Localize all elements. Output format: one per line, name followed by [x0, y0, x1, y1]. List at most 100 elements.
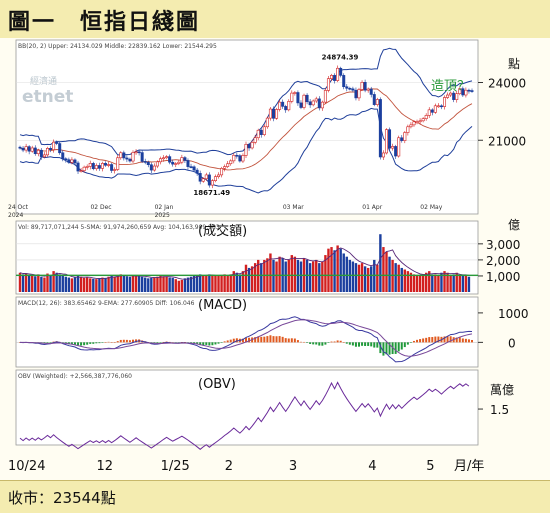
price-date-label: 01 Apr	[362, 204, 382, 211]
x-axis-tick-label: 2	[225, 459, 233, 474]
volume-bar	[52, 271, 55, 292]
candle-body	[18, 146, 22, 149]
macd-histogram-bar	[467, 339, 470, 343]
volume-bar	[67, 277, 71, 292]
volume-bar	[140, 276, 144, 292]
volume-bar	[144, 277, 147, 292]
volume-info-text: Vol: 89,717,071,244 5-SMA: 91,974,260,65…	[18, 224, 220, 231]
macd-histogram-bar	[190, 342, 193, 344]
candle-body	[235, 154, 239, 157]
volume-bar	[437, 275, 440, 292]
obv-panel-label: (OBV)	[198, 377, 236, 392]
macd-histogram-bar	[324, 342, 327, 345]
candle-body	[366, 88, 370, 91]
volume-bar	[159, 275, 162, 292]
macd-histogram-bar	[416, 339, 419, 343]
volume-bar	[37, 274, 40, 292]
volume-bar	[311, 261, 315, 292]
volume-bar	[360, 263, 364, 292]
volume-bar	[137, 275, 141, 292]
price-y-unit: 點	[508, 57, 520, 71]
macd-histogram-bar	[354, 342, 357, 347]
macd-histogram-bar	[321, 342, 324, 346]
macd-histogram-bar	[269, 335, 272, 343]
volume-bar	[354, 263, 358, 292]
macd-histogram-bar	[293, 338, 296, 343]
volume-bar	[168, 277, 171, 292]
candle-body	[360, 82, 364, 90]
candle-body	[223, 166, 227, 169]
candle-body	[253, 137, 257, 143]
candle-body	[323, 90, 327, 103]
macd-histogram-bar	[205, 342, 208, 345]
volume-bar	[382, 247, 385, 292]
candle-body	[394, 146, 398, 157]
macd-histogram-bar	[318, 342, 321, 346]
candle-body	[271, 108, 275, 119]
volume-bar	[400, 267, 403, 292]
macd-histogram-bar	[281, 336, 284, 343]
candle-body	[333, 75, 337, 81]
macd-histogram-bar	[89, 342, 92, 344]
volume-bar	[418, 275, 422, 292]
macd-histogram-bar	[333, 341, 336, 343]
macd-histogram-bar	[336, 340, 339, 343]
volume-bar	[421, 274, 425, 292]
candle-body	[314, 98, 318, 102]
candle-body	[45, 148, 49, 156]
chart-svg: BB(20, 2) Upper: 24134.029 Middle: 22839…	[8, 39, 529, 474]
candle-body	[213, 176, 217, 181]
candle-body	[262, 126, 266, 135]
price-point-label: 18671.49	[193, 189, 230, 197]
candle-body	[381, 152, 385, 158]
volume-bar	[183, 278, 187, 292]
candle-body	[436, 105, 440, 108]
candle-body	[119, 152, 123, 159]
volume-y-unit: 億	[508, 218, 520, 232]
volume-sma-line	[19, 247, 469, 280]
macd-histogram-bar	[202, 342, 205, 346]
candle-body	[183, 157, 187, 161]
macd-histogram-bar	[104, 342, 107, 343]
macd-histogram-bar	[412, 340, 415, 343]
volume-bar	[235, 272, 239, 292]
volume-bar	[217, 275, 220, 292]
volume-bar	[153, 277, 156, 292]
volume-bar	[171, 277, 174, 292]
macd-histogram-bar	[223, 341, 226, 343]
candle-body	[177, 161, 181, 164]
volume-bar	[431, 274, 434, 292]
volume-bar	[119, 274, 122, 292]
volume-bar	[107, 276, 110, 292]
volume-bar	[397, 264, 400, 292]
macd-histogram-bar	[177, 342, 180, 343]
candle-body	[131, 152, 135, 162]
candle-body	[42, 154, 46, 158]
candle-body	[305, 94, 309, 103]
candle-body	[36, 149, 40, 155]
x-axis-unit: 月/年	[454, 459, 484, 474]
macd-histogram-bar	[263, 336, 266, 343]
volume-bar	[92, 278, 95, 292]
volume-bar	[385, 251, 388, 292]
volume-bar	[269, 253, 272, 292]
volume-bar	[458, 275, 461, 292]
macd-histogram-bar	[419, 339, 422, 343]
candle-body	[58, 143, 62, 154]
candle-body	[455, 93, 459, 100]
candle-body	[275, 109, 279, 119]
macd-histogram-bar	[327, 342, 330, 343]
volume-bar	[113, 276, 116, 292]
macd-histogram-bar	[52, 341, 55, 343]
macd-panel-label: (MACD)	[198, 298, 247, 313]
candle-body	[244, 143, 248, 156]
macd-histogram-bar	[379, 342, 382, 354]
macd-histogram-bar	[257, 336, 260, 343]
obv-line	[19, 381, 470, 450]
macd-histogram-bar	[232, 338, 235, 343]
volume-bar	[318, 263, 321, 292]
macd-histogram-bar	[388, 342, 391, 355]
volume-bar	[186, 277, 190, 292]
macd-histogram-bar	[397, 342, 400, 352]
header-bar: 圖一 恒指日綫圖	[0, 0, 550, 39]
